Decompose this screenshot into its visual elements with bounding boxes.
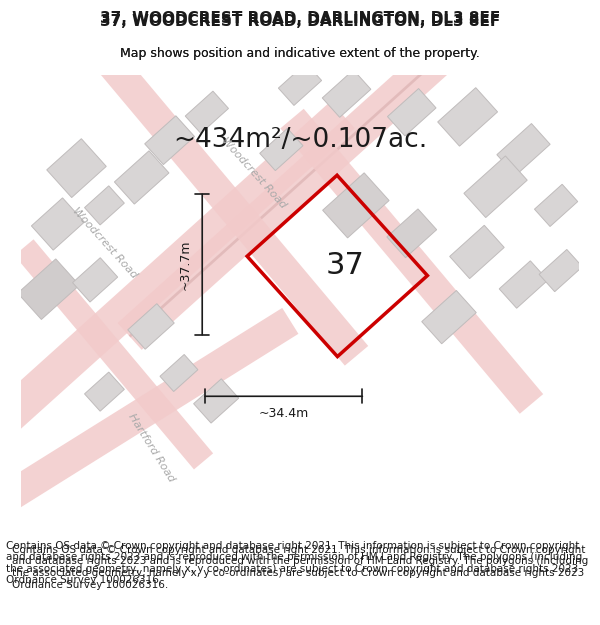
- Polygon shape: [145, 116, 194, 164]
- Polygon shape: [85, 372, 124, 411]
- Text: 37: 37: [325, 251, 364, 281]
- Text: Woodcrest Road: Woodcrest Road: [219, 136, 288, 210]
- Text: 37, WOODCREST ROAD, DARLINGTON, DL3 8EF: 37, WOODCREST ROAD, DARLINGTON, DL3 8EF: [100, 11, 500, 26]
- Polygon shape: [73, 258, 118, 302]
- Polygon shape: [499, 261, 548, 308]
- Text: Hartford Road: Hartford Road: [126, 411, 176, 484]
- Polygon shape: [194, 379, 239, 423]
- Text: 37, WOODCREST ROAD, DARLINGTON, DL3 8EF: 37, WOODCREST ROAD, DARLINGTON, DL3 8EF: [100, 14, 500, 29]
- Polygon shape: [449, 225, 504, 279]
- Polygon shape: [185, 91, 229, 133]
- Polygon shape: [464, 156, 527, 218]
- Text: Woodcrest Road: Woodcrest Road: [70, 206, 139, 280]
- Polygon shape: [422, 291, 476, 344]
- Polygon shape: [85, 186, 124, 225]
- Polygon shape: [322, 70, 371, 118]
- Polygon shape: [47, 139, 106, 198]
- Polygon shape: [115, 151, 169, 204]
- Polygon shape: [160, 354, 198, 391]
- Text: Contains OS data © Crown copyright and database right 2021. This information is : Contains OS data © Crown copyright and d…: [12, 545, 588, 589]
- Polygon shape: [31, 198, 85, 250]
- Polygon shape: [535, 184, 578, 226]
- Polygon shape: [497, 124, 550, 176]
- Polygon shape: [388, 89, 436, 136]
- Text: Map shows position and indicative extent of the property.: Map shows position and indicative extent…: [120, 48, 480, 61]
- Polygon shape: [387, 209, 437, 258]
- Text: ~37.7m: ~37.7m: [179, 239, 192, 290]
- Text: ~34.4m: ~34.4m: [259, 406, 309, 419]
- Polygon shape: [17, 259, 79, 319]
- Polygon shape: [260, 128, 303, 171]
- Text: Contains OS data © Crown copyright and database right 2021. This information is : Contains OS data © Crown copyright and d…: [6, 541, 582, 586]
- Polygon shape: [323, 173, 389, 238]
- Text: Map shows position and indicative extent of the property.: Map shows position and indicative extent…: [120, 48, 480, 61]
- Polygon shape: [128, 304, 174, 349]
- Polygon shape: [437, 88, 497, 146]
- Polygon shape: [278, 63, 322, 106]
- Polygon shape: [539, 249, 583, 292]
- Text: ~434m²/~0.107ac.: ~434m²/~0.107ac.: [173, 127, 427, 153]
